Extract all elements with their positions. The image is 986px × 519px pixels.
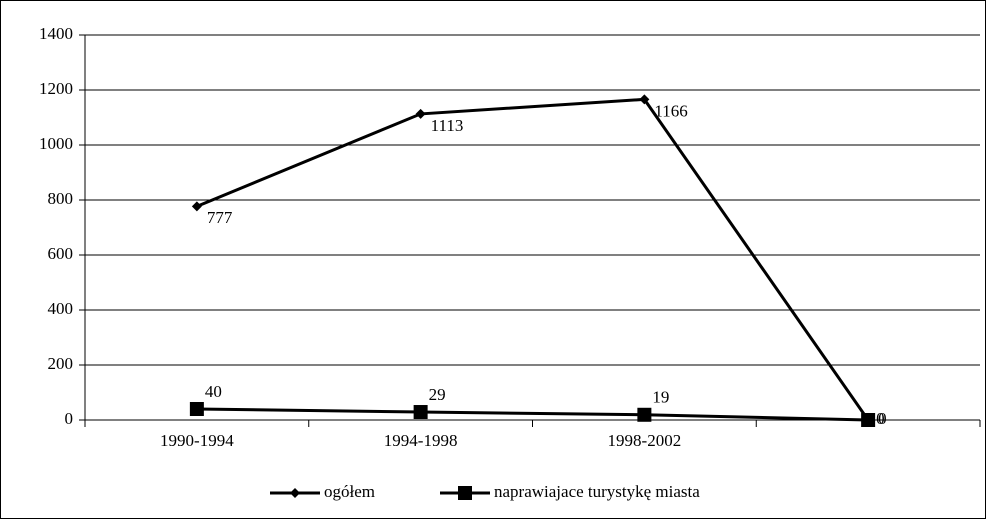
legend-marker (290, 488, 300, 498)
data-label: 777 (207, 208, 233, 227)
legend-marker (458, 486, 472, 500)
series-line (196, 97, 870, 421)
data-label: 1113 (431, 116, 464, 135)
data-label: 1166 (654, 101, 687, 120)
y-tick-label: 800 (48, 189, 74, 208)
y-tick-label: 0 (65, 409, 74, 428)
y-tick-label: 600 (48, 244, 74, 263)
data-label: 0 (876, 409, 885, 428)
data-point (413, 405, 428, 420)
data-point (861, 413, 876, 427)
data-point (639, 94, 650, 105)
data-point (637, 407, 652, 422)
y-tick-label: 200 (48, 354, 74, 373)
data-point (415, 108, 426, 119)
data-label: 40 (205, 382, 222, 401)
data-label: 29 (429, 385, 446, 404)
data-point (189, 402, 204, 416)
y-tick-label: 400 (48, 299, 74, 318)
x-tick-label: 1990-1994 (160, 431, 234, 450)
y-tick-label: 1000 (39, 134, 73, 153)
data-point (191, 201, 202, 212)
y-tick-label: 1400 (39, 24, 73, 43)
y-tick-label: 1200 (39, 79, 73, 98)
data-label: 0 (878, 409, 887, 428)
x-tick-label: 1998-2002 (608, 431, 682, 450)
legend-label: ogółem (324, 482, 375, 501)
series-line (196, 407, 869, 422)
legend-label: naprawiajace turystykę miasta (494, 482, 700, 501)
data-label: 19 (652, 388, 669, 407)
x-tick-label: 1994-1998 (384, 431, 458, 450)
